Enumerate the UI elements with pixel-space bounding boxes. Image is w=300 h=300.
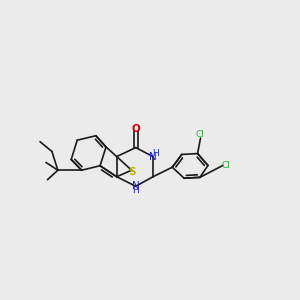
- Text: Cl: Cl: [221, 161, 230, 170]
- Text: O: O: [131, 124, 140, 134]
- Text: N: N: [149, 152, 157, 161]
- Text: H: H: [132, 186, 139, 195]
- Text: S: S: [128, 167, 135, 177]
- Text: H: H: [153, 149, 159, 158]
- Text: Cl: Cl: [196, 130, 204, 139]
- Text: N: N: [132, 181, 140, 191]
